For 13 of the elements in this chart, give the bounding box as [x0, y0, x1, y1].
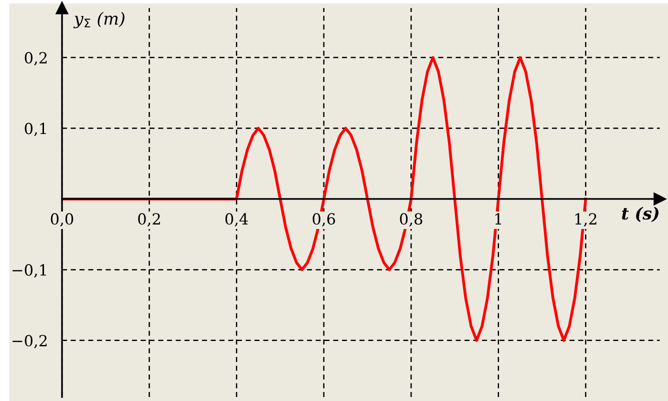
y-tick-label: −0,2 [12, 334, 47, 348]
y-tick-label: 0,1 [24, 122, 46, 136]
y-tick-label: −0,1 [12, 264, 46, 278]
x-tick-label: 1 [495, 213, 502, 224]
x-axis-title: t (s) [622, 206, 658, 222]
x-tick-label: 1,2 [575, 213, 596, 227]
y-tick-label: 0,2 [24, 52, 47, 66]
x-tick-label: 0,2 [138, 213, 160, 227]
x-tick-label: 0,4 [225, 213, 248, 227]
x-tick-label: 0,8 [400, 213, 422, 227]
y-axis-title: y$_{Σ}$ (m) [73, 12, 124, 28]
x-tick-label: 0,0 [50, 213, 74, 227]
x-tick-label: 0,6 [312, 213, 336, 227]
